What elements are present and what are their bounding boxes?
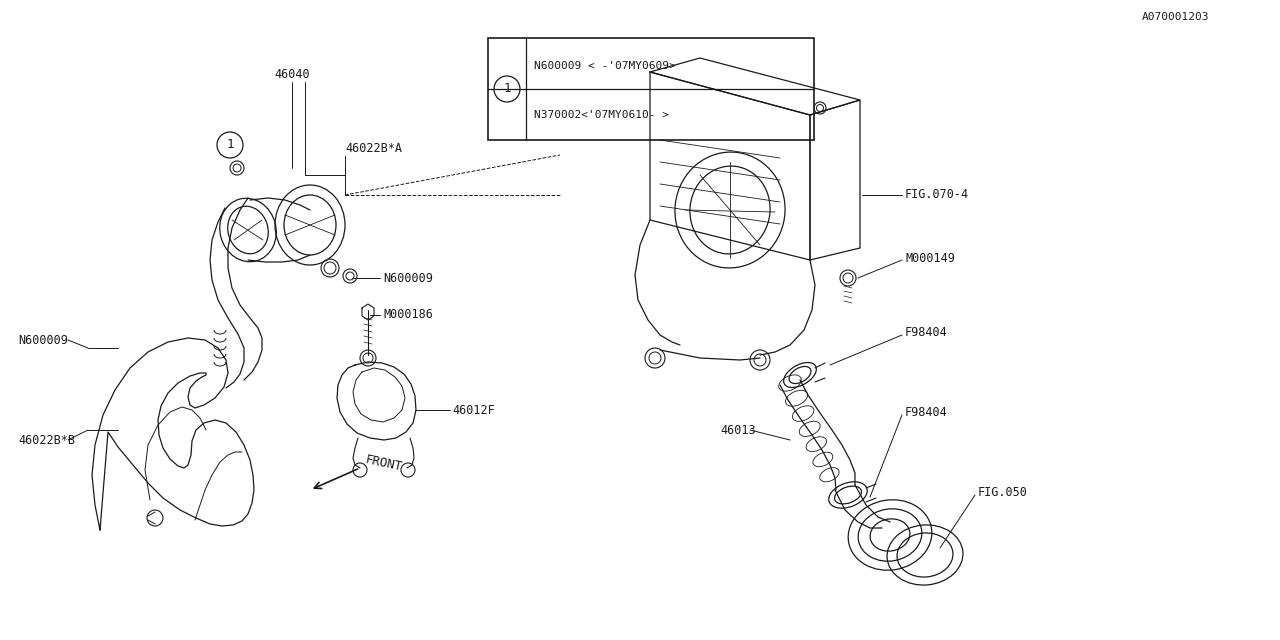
- Text: FIG.050: FIG.050: [978, 486, 1028, 499]
- Text: N370002<'07MY0610- >: N370002<'07MY0610- >: [534, 109, 669, 120]
- Text: 46040: 46040: [274, 67, 310, 81]
- Text: F98404: F98404: [905, 406, 947, 419]
- Text: 1: 1: [503, 83, 511, 95]
- Text: F98404: F98404: [905, 326, 947, 339]
- Text: N600009: N600009: [18, 333, 68, 346]
- Text: 46022B*B: 46022B*B: [18, 433, 76, 447]
- Text: 46022B*A: 46022B*A: [346, 141, 402, 154]
- Text: FIG.070-4: FIG.070-4: [905, 189, 969, 202]
- Text: M000149: M000149: [905, 252, 955, 264]
- Text: 46013: 46013: [719, 424, 755, 436]
- Text: N600009 < -'07MY0609>: N600009 < -'07MY0609>: [534, 61, 676, 70]
- Text: 1: 1: [227, 138, 234, 152]
- Bar: [488, 38, 814, 140]
- Text: N600009: N600009: [383, 271, 433, 285]
- Text: FRONT: FRONT: [364, 454, 403, 474]
- Text: A070001203: A070001203: [1142, 12, 1210, 22]
- Text: 46012F: 46012F: [452, 403, 495, 417]
- Text: M000186: M000186: [383, 308, 433, 321]
